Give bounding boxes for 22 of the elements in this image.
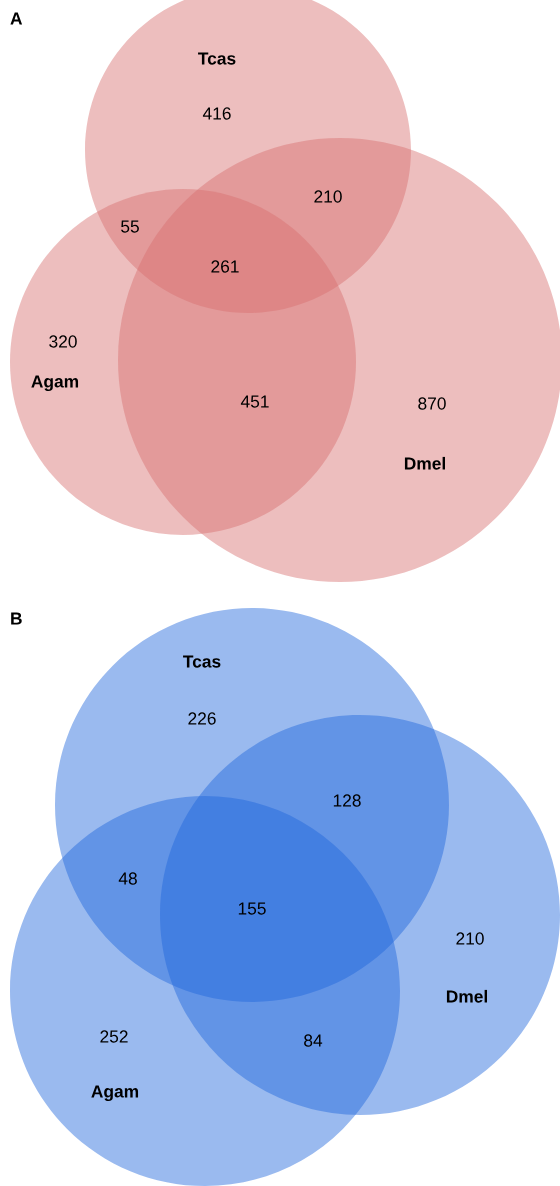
text: Tcas: [183, 655, 221, 668]
text: A: [10, 12, 23, 25]
data-label: 226: [188, 712, 216, 725]
data-label: 55: [121, 220, 139, 233]
data-label: 416: [202, 107, 231, 120]
data-label: 210: [456, 932, 484, 945]
data-label: 870: [418, 397, 446, 410]
data-label: 451: [240, 395, 269, 408]
text: Tcas: [198, 52, 236, 65]
data-label: 210: [314, 190, 342, 203]
data-label: 155: [238, 902, 266, 915]
text: Dmel: [404, 456, 445, 470]
text: Agam: [91, 1085, 139, 1102]
data-label: 261: [211, 260, 239, 273]
data-label: 128: [333, 794, 361, 807]
data-label: 252: [100, 1030, 128, 1043]
text: Agam: [31, 375, 79, 392]
text: Dmel: [446, 989, 487, 1003]
data-label: 320: [49, 335, 77, 348]
data-label: 84: [304, 1034, 323, 1047]
text: B: [11, 612, 22, 625]
data-label: 48: [118, 872, 137, 885]
